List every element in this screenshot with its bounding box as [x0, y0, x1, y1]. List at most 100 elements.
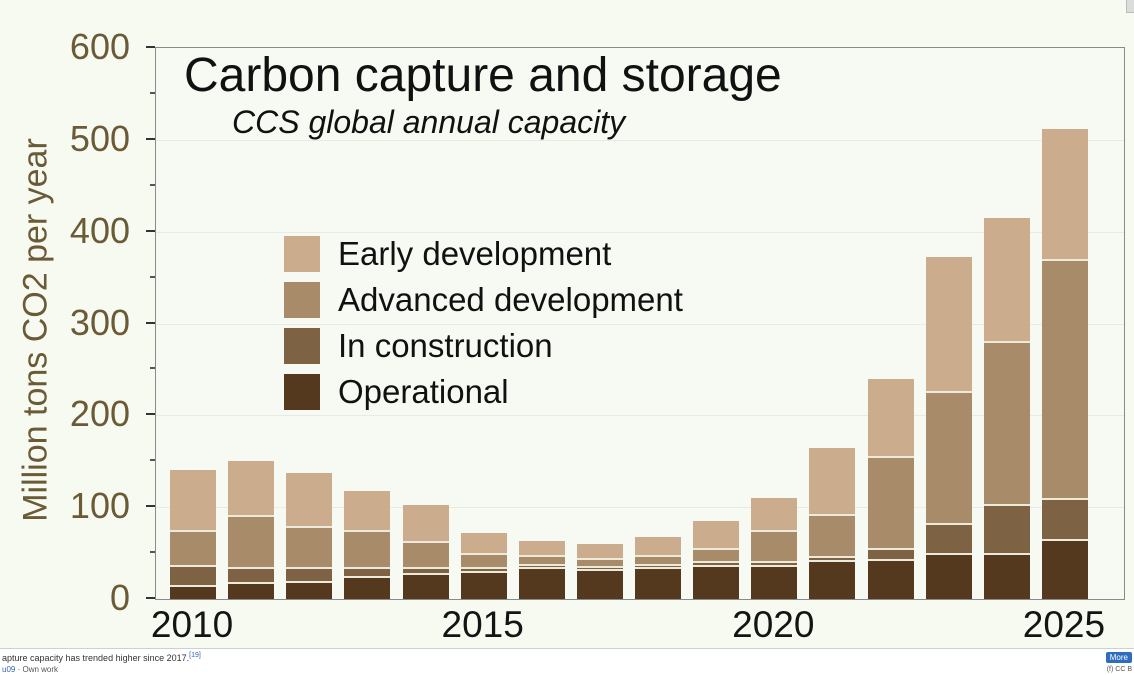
bar-segment-2025-early-development	[1041, 128, 1088, 260]
bar-segment-2017-in-construction	[576, 565, 623, 569]
x-tick-label-2025: 2025	[1022, 604, 1106, 645]
major-tick-mark	[146, 597, 155, 599]
major-tick-mark	[146, 46, 155, 48]
bar-segment-2017-advanced-development	[576, 557, 623, 566]
bar-segment-2011-early-development	[228, 461, 275, 515]
y-tick-label-100: 100	[69, 485, 130, 527]
bar-segment-2019-early-development	[693, 520, 740, 548]
bar-segment-2024-early-development	[983, 217, 1030, 341]
bar-segment-2018-operational	[635, 566, 682, 599]
gridline	[156, 231, 1124, 233]
source-text: · Own work	[15, 665, 59, 674]
bar-segment-2025-operational	[1041, 539, 1088, 599]
bar-segment-2019-advanced-development	[693, 547, 740, 562]
bar-segment-2023-in-construction	[925, 522, 972, 554]
bar-segment-2024-advanced-development	[983, 340, 1030, 505]
caption-reference-link[interactable]: [19]	[189, 652, 201, 659]
bar-segment-2010-operational	[170, 585, 217, 599]
legend-swatch	[284, 328, 320, 364]
bar-segment-2015-in-construction	[460, 566, 507, 572]
gridline	[156, 323, 1124, 325]
bar-segment-2021-operational	[809, 560, 856, 599]
bar-segment-2019-operational	[693, 565, 740, 599]
bar-segment-2011-in-construction	[228, 566, 275, 583]
bar-segment-2012-advanced-development	[286, 525, 333, 567]
legend-swatch	[284, 374, 320, 410]
x-tick-label-2020: 2020	[732, 604, 815, 645]
bar-segment-2019-in-construction	[693, 561, 740, 566]
y-tick-label-500: 500	[69, 117, 130, 159]
bar-segment-2015-operational	[460, 571, 507, 599]
major-tick-mark	[146, 413, 155, 416]
minor-tick-mark	[150, 551, 155, 554]
bar-segment-2020-in-construction	[751, 561, 798, 566]
x-tick-label-2010: 2010	[150, 604, 234, 645]
bar-segment-2021-early-development	[809, 447, 856, 514]
caption-strip: apture capacity has trended higher since…	[0, 648, 1134, 675]
legend-swatch	[284, 236, 320, 272]
bar-segment-2012-early-development	[286, 473, 333, 526]
major-tick-mark	[146, 229, 155, 232]
bar-segment-2022-operational	[867, 558, 914, 599]
bar-segment-2017-early-development	[576, 543, 623, 558]
bar-segment-2016-operational	[518, 566, 565, 599]
major-tick-mark	[146, 321, 155, 324]
y-tick-label-0: 0	[109, 577, 130, 618]
minor-tick-mark	[150, 367, 155, 370]
bar-segment-2016-early-development	[518, 541, 565, 555]
legend-item-operational: Operational	[284, 373, 683, 410]
bar-segment-2011-operational	[228, 582, 275, 599]
bar-segment-2023-operational	[925, 553, 972, 599]
bar-segment-2021-in-construction	[809, 555, 856, 561]
bar-segment-2016-advanced-development	[518, 554, 565, 565]
caption-text-body: apture capacity has trended higher since…	[2, 653, 190, 663]
minor-tick-mark	[150, 91, 155, 94]
legend-item-advanced-development: Advanced development	[284, 281, 683, 318]
gridline	[156, 507, 1124, 509]
bar-segment-2018-early-development	[635, 537, 682, 555]
bar-segment-2013-operational	[344, 576, 391, 599]
gridline	[156, 139, 1124, 141]
legend-item-early-development: Early development	[284, 235, 683, 272]
legend-label: Advanced development	[338, 281, 683, 318]
scrollbar[interactable]	[1126, 0, 1134, 13]
bar-segment-2013-in-construction	[344, 566, 391, 577]
y-tick-label-600: 600	[69, 26, 130, 67]
major-tick-mark	[146, 137, 155, 140]
author-link[interactable]: u09	[2, 665, 16, 674]
bar-segment-2021-advanced-development	[809, 513, 856, 556]
bar-segment-2020-operational	[751, 565, 798, 599]
bar-segment-2014-advanced-development	[402, 541, 449, 567]
legend-item-in-construction: In construction	[284, 327, 683, 364]
minor-tick-mark	[150, 183, 155, 186]
bar-segment-2012-in-construction	[286, 566, 333, 581]
caption-attribution: u09 · Own work	[2, 665, 58, 674]
bar-segment-2014-in-construction	[402, 566, 449, 574]
bar-segment-2025-advanced-development	[1041, 259, 1088, 498]
bar-segment-2023-advanced-development	[925, 391, 972, 523]
bar-segment-2025-in-construction	[1041, 498, 1088, 540]
license-text: (f) CC B	[1106, 666, 1132, 673]
bar-segment-2018-advanced-development	[635, 554, 682, 565]
bar-segment-2010-early-development	[170, 470, 217, 531]
legend-label: Early development	[338, 235, 612, 272]
bar-segment-2015-early-development	[460, 532, 507, 554]
y-tick-marks	[0, 46, 155, 599]
major-tick-mark	[146, 505, 155, 508]
x-tick-label-2015: 2015	[441, 604, 524, 645]
chart-subtitle: CCS global annual capacity	[232, 104, 626, 140]
bar-segment-2010-advanced-development	[170, 530, 217, 566]
bar-segment-2015-advanced-development	[460, 553, 507, 567]
bar-segment-2017-operational	[576, 568, 623, 599]
gridline	[156, 415, 1124, 417]
legend: Early development Advanced development In …	[284, 235, 683, 420]
bar-segment-2016-in-construction	[518, 564, 565, 567]
bar-segment-2013-early-development	[344, 490, 391, 531]
bar-segment-2022-in-construction	[867, 547, 914, 559]
y-tick-labels: 0 100 200 300 400 500 600	[0, 26, 140, 618]
bar-segment-2022-advanced-development	[867, 455, 914, 548]
bar-segment-2010-in-construction	[170, 565, 217, 586]
bar-segment-2018-in-construction	[635, 564, 682, 567]
more-details-button[interactable]: More	[1105, 652, 1132, 663]
